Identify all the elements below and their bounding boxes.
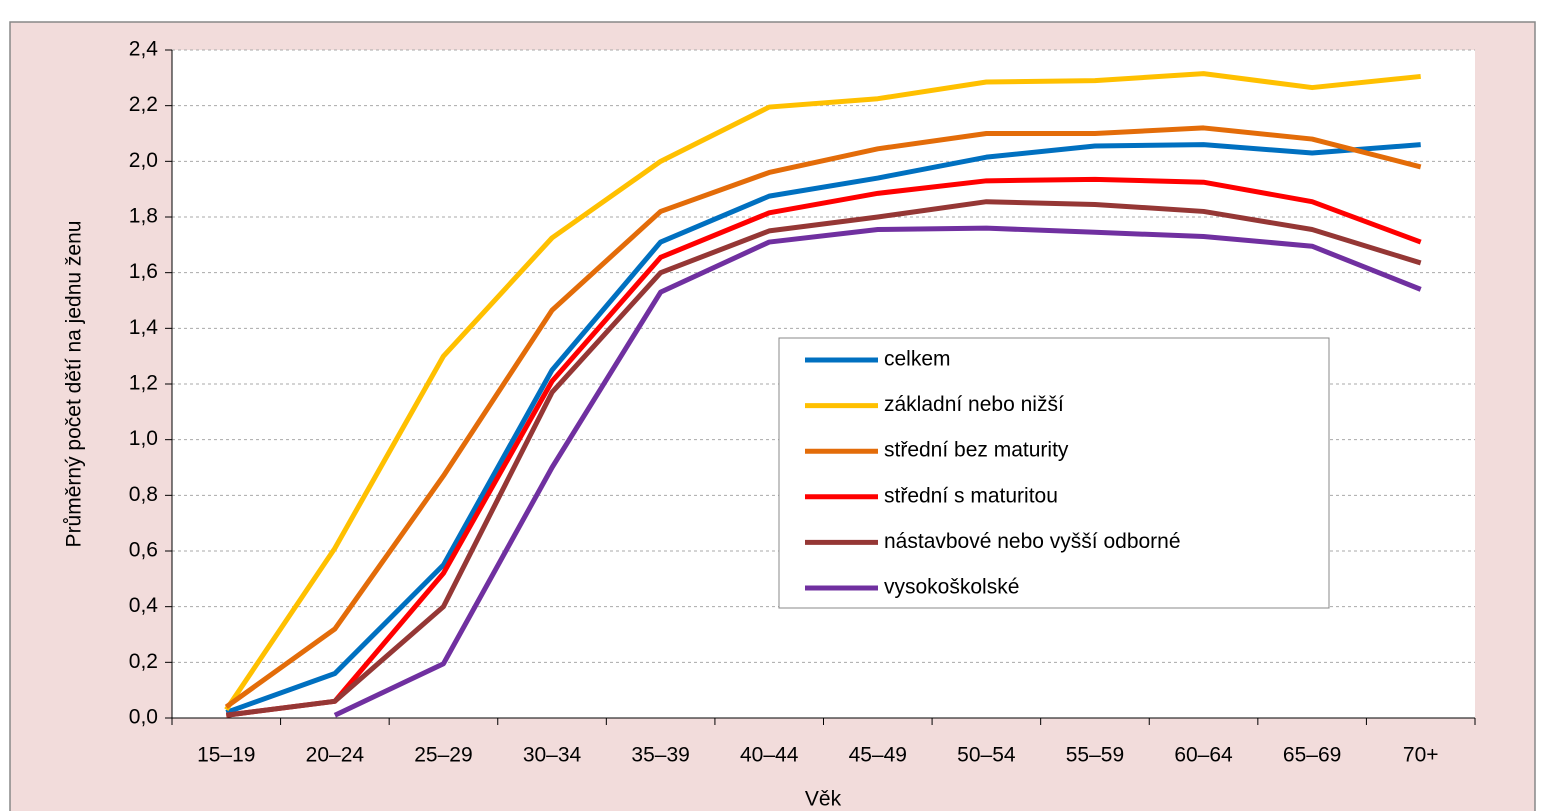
y-tick-label: 1,8: [129, 205, 158, 228]
y-tick-label: 0,8: [129, 483, 158, 506]
x-tick-label: 15–19: [197, 744, 255, 767]
legend-label: nástavbové nebo vyšší odborné: [884, 530, 1181, 553]
y-axis-label: Průměrný počet dětí na jednu ženu: [63, 221, 86, 548]
y-tick-label: 1,6: [129, 260, 158, 283]
legend-label: celkem: [884, 348, 951, 371]
legend-box: [778, 337, 1330, 609]
y-tick-label: 0,4: [129, 594, 159, 617]
x-tick-label: 45–49: [849, 744, 907, 767]
x-tick-label: 65–69: [1283, 744, 1341, 767]
legend-label: střední bez maturity: [884, 439, 1069, 462]
legend-label: základní nebo nižší: [884, 393, 1064, 416]
y-tick-label: 2,2: [129, 93, 158, 116]
x-tick-label: 50–54: [957, 744, 1016, 767]
x-tick-label: 55–59: [1066, 744, 1124, 767]
y-tick-label: 0,2: [129, 650, 158, 673]
x-tick-label: 60–64: [1174, 744, 1233, 767]
series-line: [224, 71, 1421, 712]
series-line: [225, 199, 1422, 718]
x-tick-label: 25–29: [414, 744, 472, 767]
x-tick-label: 40–44: [740, 744, 799, 767]
x-tick-label: 70+: [1403, 744, 1439, 767]
x-tick-label: 30–34: [523, 744, 582, 767]
y-tick-label: 0,0: [129, 706, 158, 729]
y-tick-label: 2,0: [129, 149, 158, 172]
series-line: [225, 176, 1422, 718]
series-line: [224, 125, 1422, 709]
y-tick-label: 0,6: [129, 539, 158, 562]
series-line: [333, 225, 1422, 718]
series-line: [225, 142, 1421, 715]
legend-label: vysokoškolské: [884, 576, 1019, 599]
y-tick-label: 1,0: [129, 427, 158, 450]
legend-label: střední s maturitou: [884, 484, 1058, 507]
x-tick-label: 20–24: [306, 744, 365, 767]
y-tick-label: 1,2: [129, 372, 158, 395]
y-tick-label: 2,4: [129, 38, 159, 61]
x-tick-label: 35–39: [631, 744, 689, 767]
y-tick-label: 1,4: [129, 316, 159, 339]
x-axis-label: Věk: [805, 788, 842, 811]
